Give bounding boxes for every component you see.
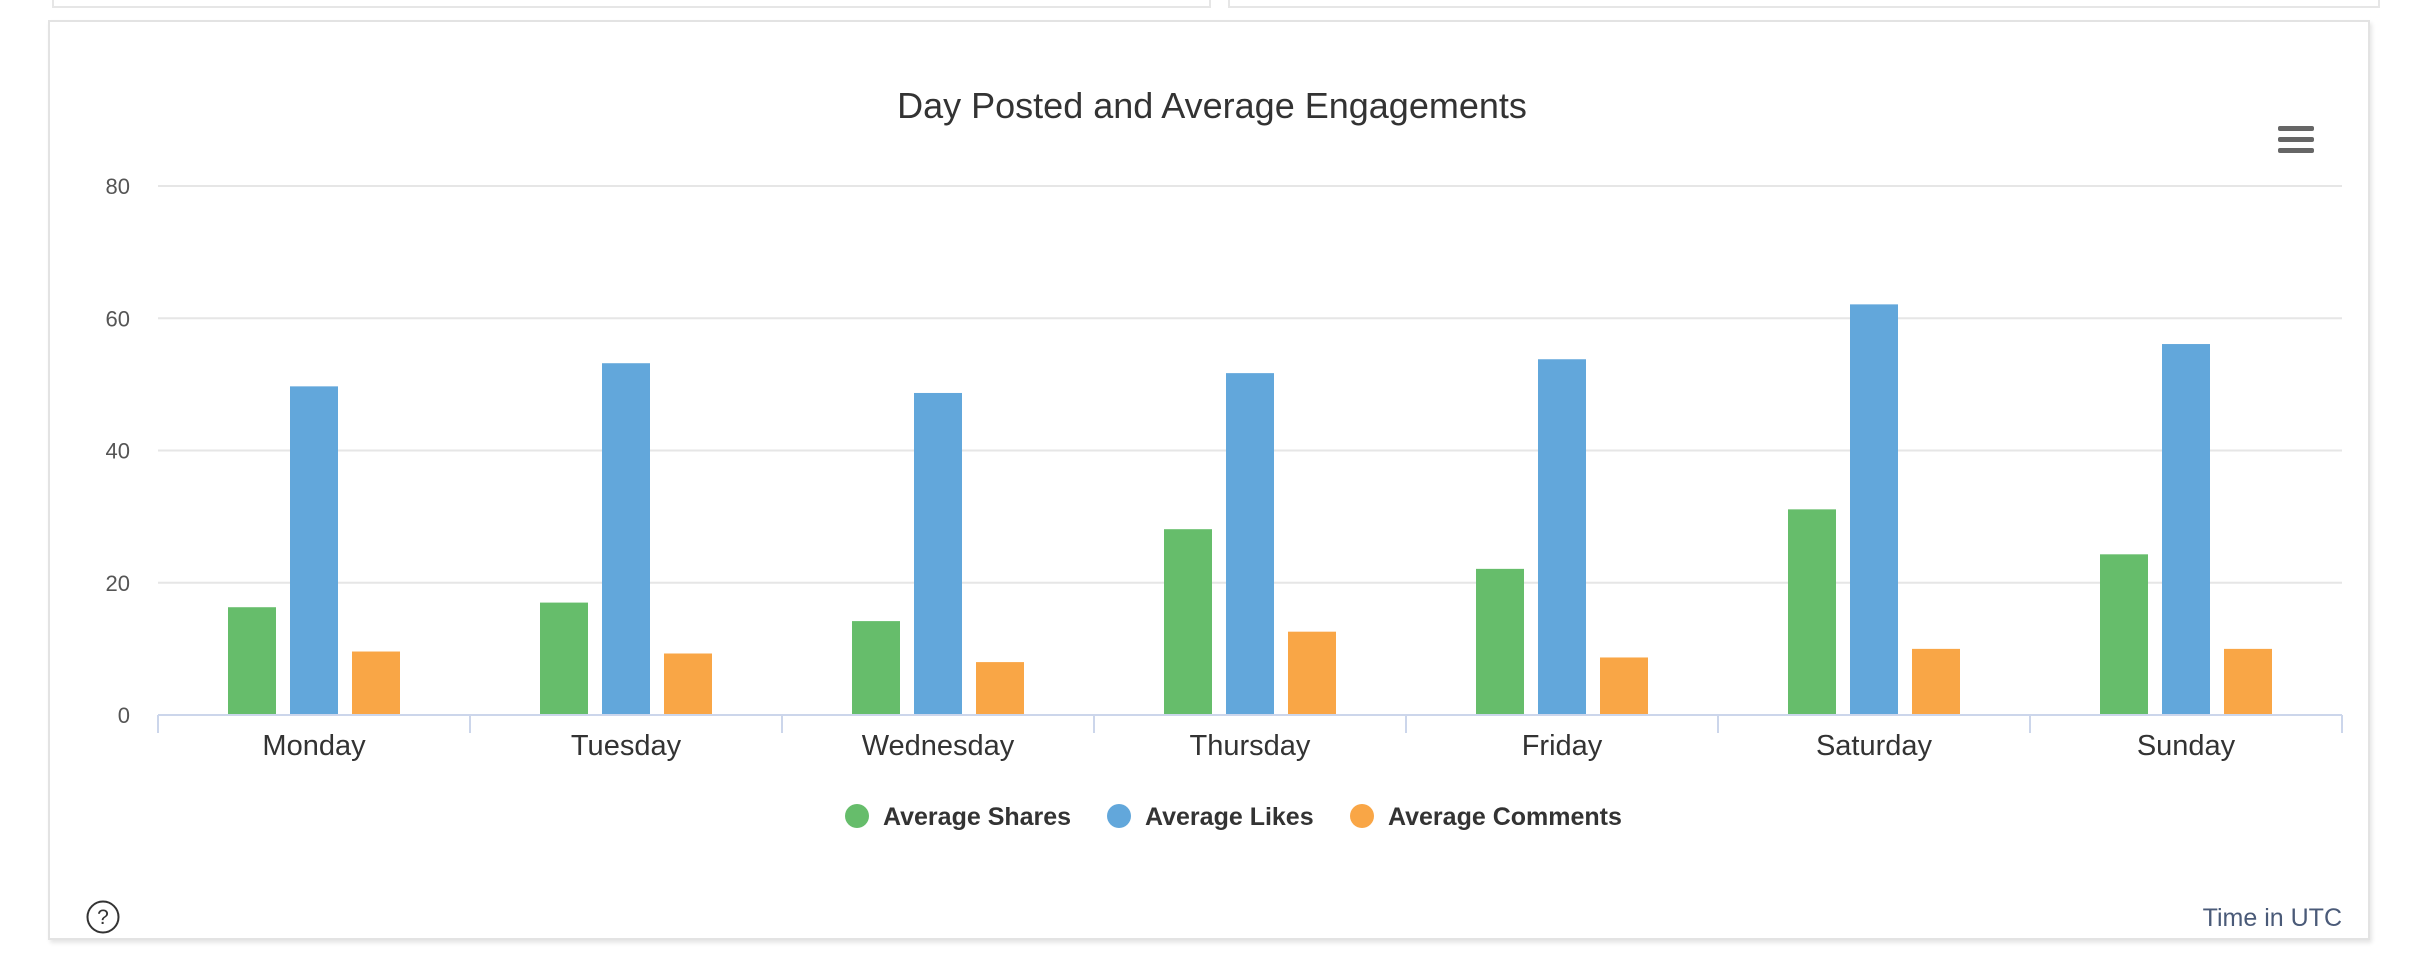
legend-label: Average Shares — [883, 803, 1071, 831]
bar-average-comments-saturday[interactable] — [1912, 648, 1960, 715]
x-axis: Monday Tuesday Wednesday Thursday Friday Satu… — [157, 714, 2343, 762]
y-tick-label: 40 — [106, 439, 130, 464]
bar-average-shares-thursday[interactable] — [1164, 529, 1212, 715]
bar-average-shares-sunday[interactable] — [2100, 554, 2148, 715]
y-tick-label: 20 — [106, 571, 130, 596]
previous-card-edge-right — [1228, 0, 2380, 8]
legend-label: Average Likes — [1145, 803, 1314, 831]
bar-average-comments-friday[interactable] — [1600, 657, 1648, 715]
legend-marker — [845, 804, 869, 828]
bar-average-shares-saturday[interactable] — [1788, 509, 1836, 715]
chart-bars — [228, 304, 2272, 715]
x-tick-label: Thursday — [1190, 730, 1311, 762]
y-tick-label: 80 — [106, 174, 130, 199]
chart-legend[interactable]: Average Shares Average Likes Average Comme… — [845, 803, 1622, 831]
x-tick-label: Monday — [262, 730, 366, 762]
previous-card-edge-left — [52, 0, 1211, 8]
legend-item-average-likes[interactable]: Average Likes — [1107, 803, 1314, 831]
legend-label: Average Comments — [1388, 803, 1622, 831]
chart-card: Day Posted and Average Engagements 0 20 40… — [48, 20, 2370, 940]
svg-text:?: ? — [97, 906, 109, 929]
bar-average-comments-thursday[interactable] — [1288, 631, 1336, 715]
bar-average-likes-wednesday[interactable] — [914, 392, 962, 715]
bar-average-likes-thursday[interactable] — [1226, 373, 1274, 715]
bar-average-shares-friday[interactable] — [1476, 568, 1524, 715]
legend-marker — [1107, 804, 1131, 828]
bar-average-comments-tuesday[interactable] — [664, 653, 712, 715]
x-tick-label: Sunday — [2137, 730, 2236, 762]
hamburger-menu-icon — [2278, 126, 2314, 153]
y-tick-label: 60 — [106, 306, 130, 331]
chart-context-menu-button[interactable] — [2276, 122, 2316, 158]
x-tick-label: Tuesday — [571, 730, 682, 762]
legend-marker — [1350, 804, 1374, 828]
bar-average-comments-monday[interactable] — [352, 651, 400, 715]
bar-average-likes-saturday[interactable] — [1850, 304, 1898, 715]
bar-average-likes-friday[interactable] — [1538, 359, 1586, 715]
bar-average-comments-sunday[interactable] — [2224, 648, 2272, 715]
bar-average-likes-tuesday[interactable] — [602, 363, 650, 715]
x-tick-label: Wednesday — [862, 730, 1015, 762]
bar-average-likes-sunday[interactable] — [2162, 344, 2210, 715]
y-axis-tick-labels: 0 20 40 60 80 — [106, 174, 130, 728]
time-zone-label: Time in UTC — [2202, 904, 2342, 932]
help-button[interactable]: ? — [86, 900, 120, 934]
legend-item-average-comments[interactable]: Average Comments — [1350, 803, 1622, 831]
bar-average-shares-tuesday[interactable] — [540, 602, 588, 715]
x-tick-label: Saturday — [1816, 730, 1933, 762]
bar-average-likes-monday[interactable] — [290, 386, 338, 715]
legend-item-average-shares[interactable]: Average Shares — [845, 803, 1071, 831]
engagement-bar-chart: Day Posted and Average Engagements 0 20 40… — [106, 85, 2343, 831]
bar-average-shares-wednesday[interactable] — [852, 621, 900, 715]
bar-average-shares-monday[interactable] — [228, 607, 276, 715]
chart-title: Day Posted and Average Engagements — [897, 85, 1527, 126]
x-tick-label: Friday — [1522, 730, 1603, 762]
question-circle-icon: ? — [86, 900, 120, 934]
bar-average-comments-wednesday[interactable] — [976, 662, 1024, 715]
y-tick-label: 0 — [118, 703, 130, 728]
